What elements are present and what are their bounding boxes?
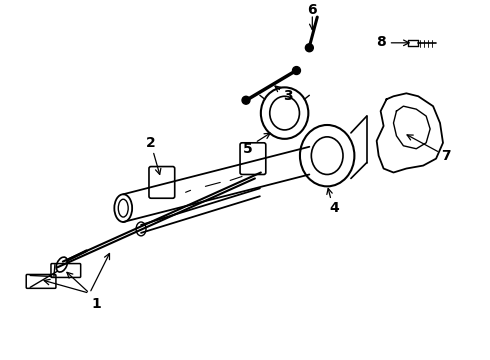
- Circle shape: [305, 44, 313, 52]
- Text: 8: 8: [376, 35, 386, 49]
- Circle shape: [242, 96, 250, 104]
- Text: 4: 4: [329, 201, 339, 215]
- Text: 5: 5: [243, 142, 253, 156]
- Text: 3: 3: [283, 89, 293, 103]
- Text: 2: 2: [146, 136, 156, 150]
- Text: 7: 7: [441, 149, 451, 163]
- Circle shape: [293, 67, 300, 75]
- Text: 6: 6: [308, 3, 317, 17]
- Text: 1: 1: [92, 297, 101, 311]
